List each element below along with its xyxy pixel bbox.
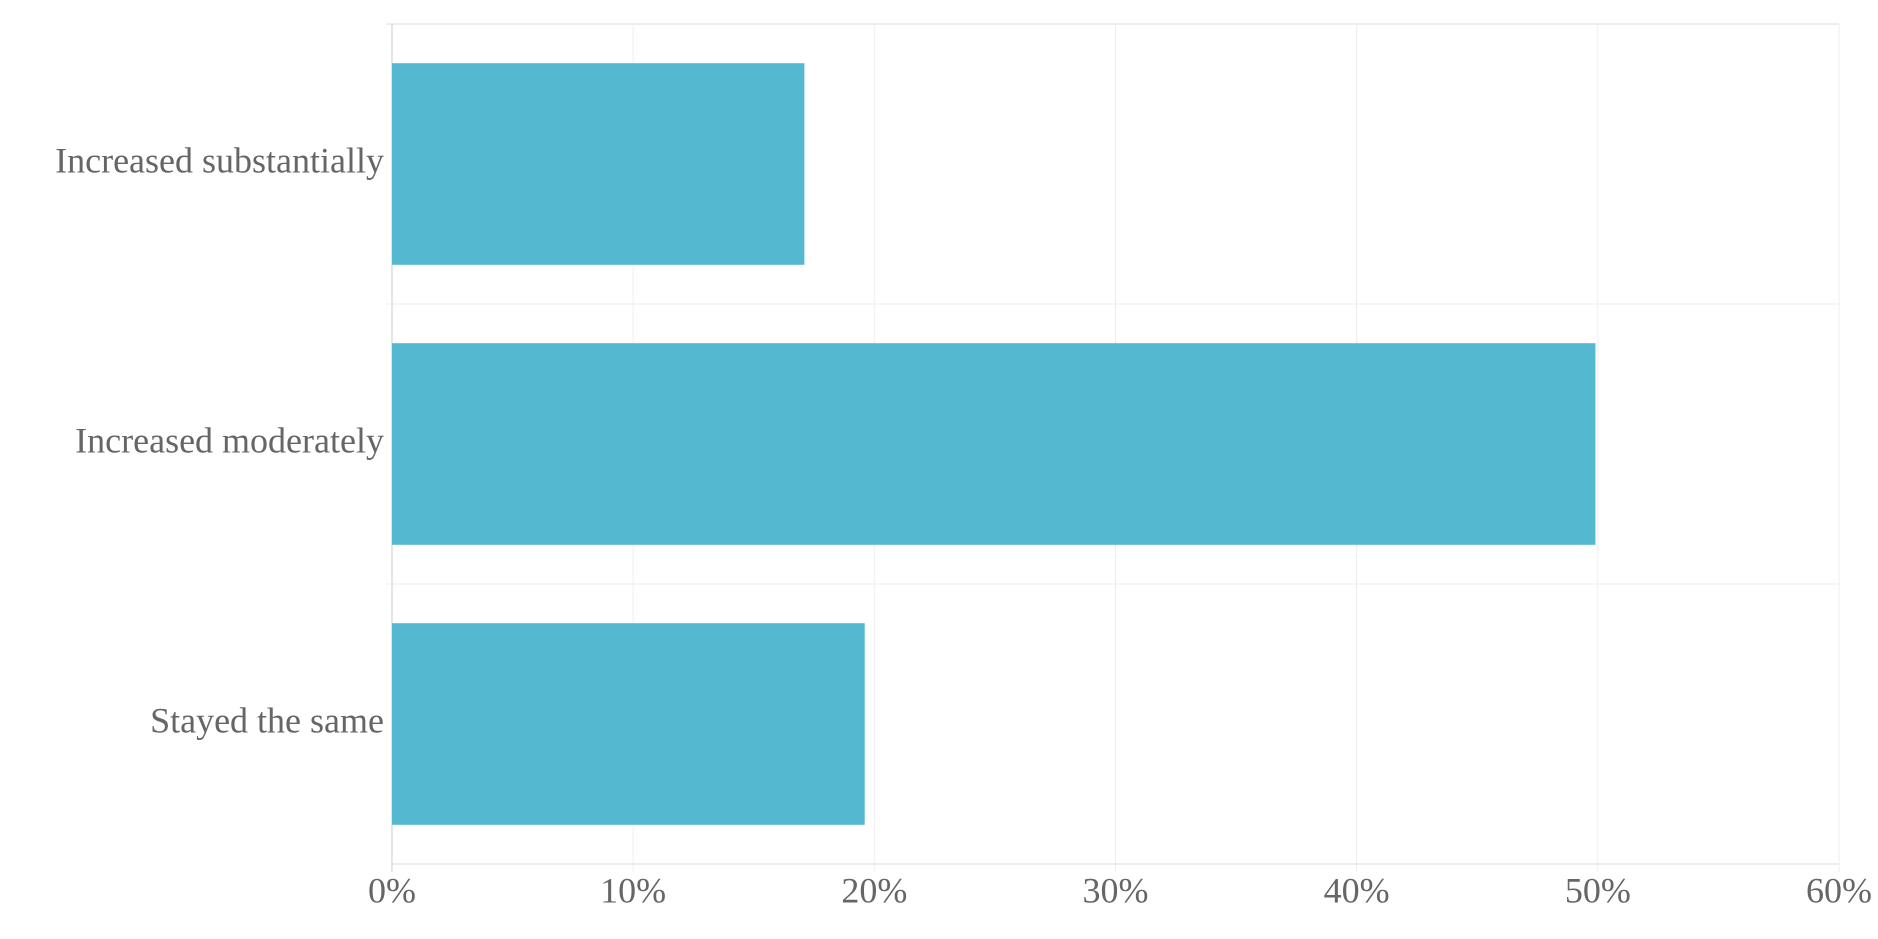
bar (392, 343, 1596, 545)
x-tick-label: 50% (1565, 870, 1631, 910)
bar (392, 623, 865, 825)
x-tick-label: 30% (1083, 870, 1149, 910)
x-tick-label: 0% (368, 870, 416, 910)
y-tick-label: Increased substantially (55, 140, 384, 180)
x-tick-label: 40% (1324, 870, 1390, 910)
x-tick-label: 10% (600, 870, 666, 910)
bar (392, 63, 805, 265)
x-tick-label: 60% (1806, 870, 1872, 910)
y-tick-label: Stayed the same (150, 700, 384, 740)
x-tick-label: 20% (841, 870, 907, 910)
y-tick-label: Increased moderately (75, 420, 384, 460)
